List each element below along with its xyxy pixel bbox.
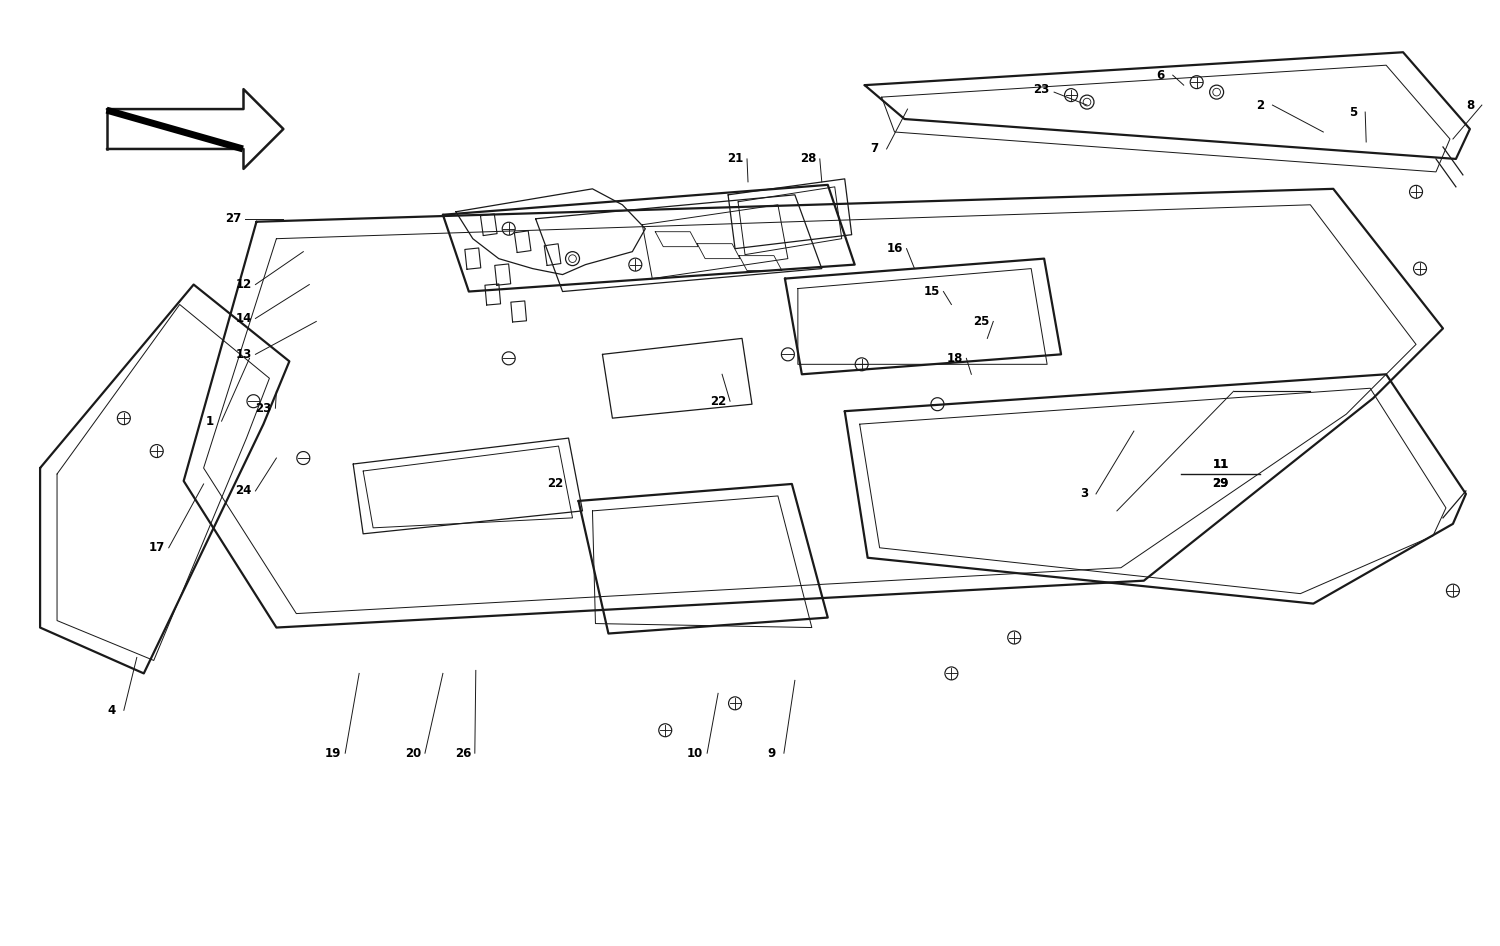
Text: 14: 14: [236, 312, 252, 325]
Text: 20: 20: [405, 746, 422, 760]
Text: 11: 11: [1212, 458, 1228, 470]
Text: 9: 9: [768, 746, 776, 760]
Text: 6: 6: [1156, 69, 1166, 81]
Text: 27: 27: [225, 212, 242, 225]
Text: 29: 29: [1212, 478, 1228, 490]
Text: 22: 22: [548, 478, 564, 490]
Text: 17: 17: [148, 541, 165, 554]
Circle shape: [566, 252, 579, 266]
Text: 28: 28: [800, 152, 816, 166]
Text: 2: 2: [1257, 98, 1264, 112]
Text: 12: 12: [236, 278, 252, 291]
Text: 1: 1: [206, 414, 213, 428]
Text: 15: 15: [924, 285, 939, 298]
Circle shape: [1209, 85, 1224, 99]
Text: 29: 29: [1212, 478, 1228, 490]
Text: 16: 16: [886, 242, 903, 255]
Text: 26: 26: [454, 746, 471, 760]
Text: 5: 5: [1348, 106, 1358, 118]
Text: 22: 22: [710, 394, 726, 408]
Text: 7: 7: [870, 143, 879, 155]
Text: 8: 8: [1466, 98, 1474, 112]
Circle shape: [1080, 96, 1094, 109]
Text: 24: 24: [236, 484, 252, 498]
Text: 10: 10: [687, 746, 703, 760]
Text: 25: 25: [974, 315, 990, 328]
Text: 23: 23: [255, 402, 272, 414]
Text: 18: 18: [946, 352, 963, 365]
Text: 11: 11: [1212, 458, 1228, 470]
Text: 21: 21: [728, 152, 742, 166]
Text: 13: 13: [236, 348, 252, 360]
Text: 4: 4: [108, 704, 116, 717]
Text: 23: 23: [1034, 82, 1050, 96]
Text: 3: 3: [1080, 487, 1088, 500]
Text: 19: 19: [326, 746, 342, 760]
